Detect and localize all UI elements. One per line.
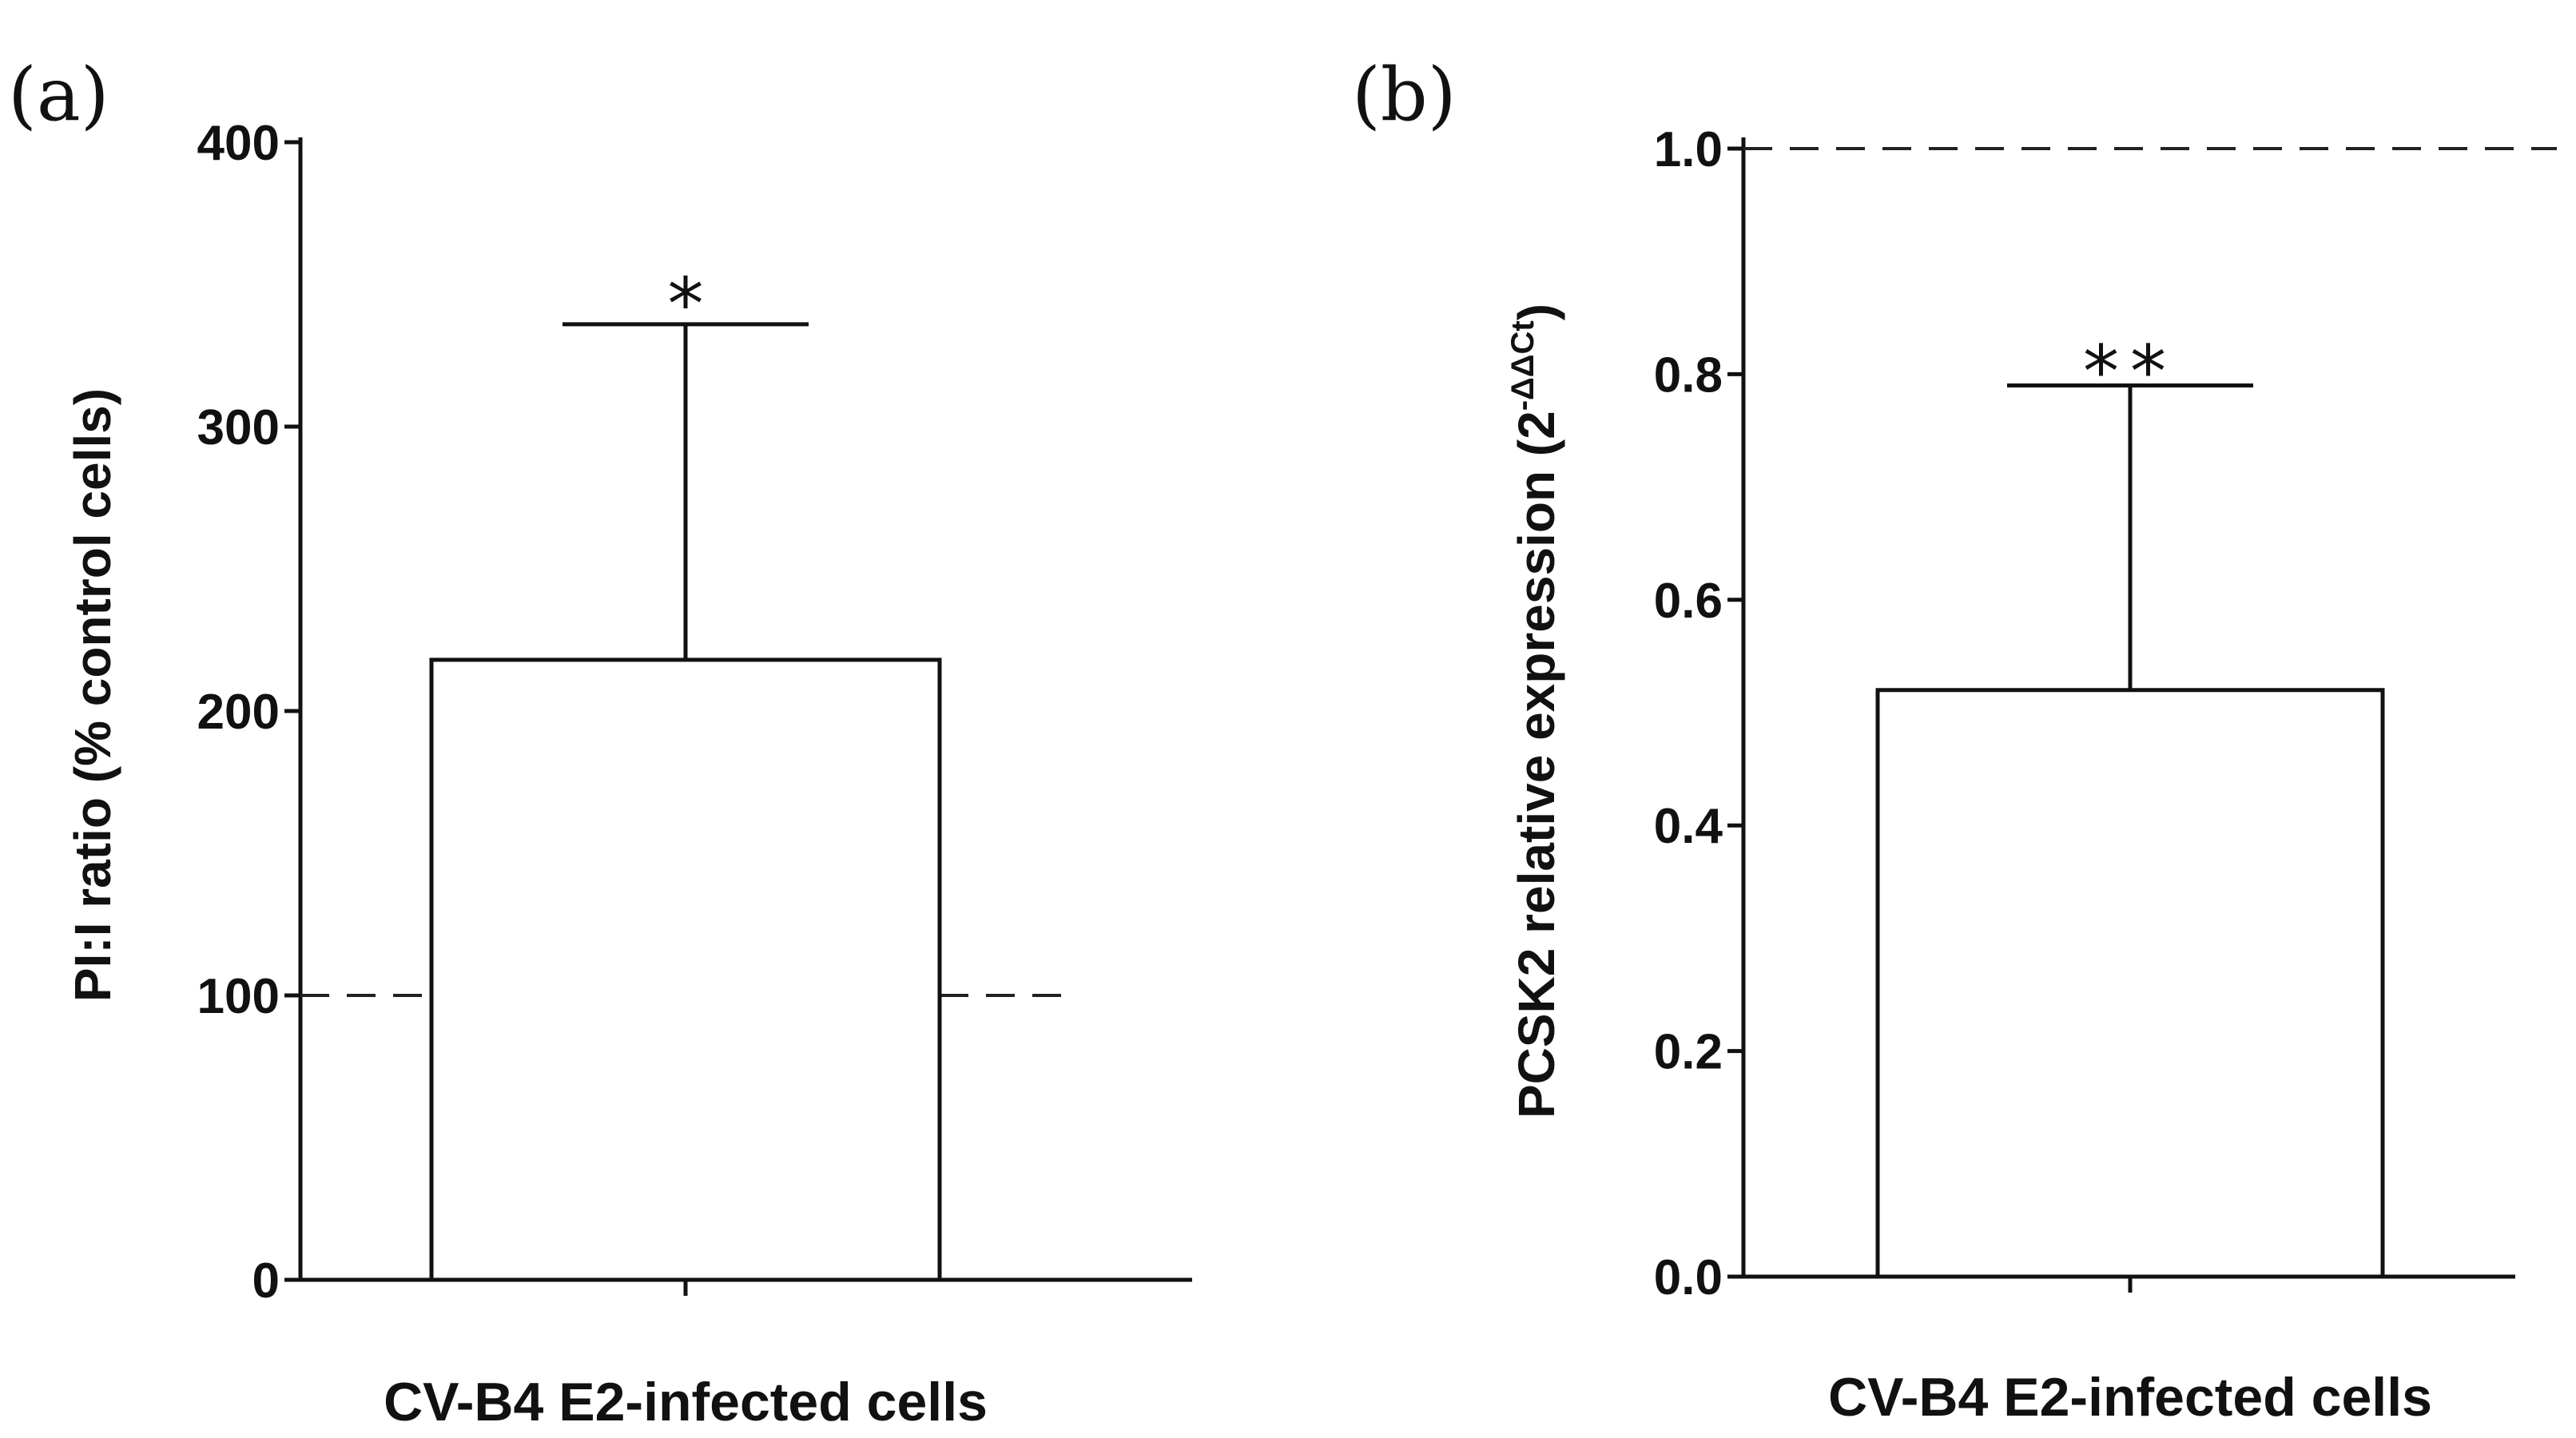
panel-b-y-ticks: 0.0 0.2 0.4 0.6 0.8 1.0: [1654, 122, 1743, 1305]
panel-b-category-label: CV-B4 E2-infected cells: [1828, 1367, 2432, 1428]
panel-a-y-tick-label: 400: [197, 116, 280, 171]
panel-b-y-tick-label: 0.4: [1654, 799, 1723, 854]
panel-b-bar: [1875, 688, 2385, 1279]
panel-a-y-tick-label: 100: [197, 969, 280, 1024]
panel-b-y-tick-label: 0.6: [1654, 574, 1723, 629]
panel-a-y-tick-label: 0: [252, 1253, 280, 1309]
panel-b-y-tick-label: 1.0: [1654, 122, 1723, 177]
panel-b-y-axis-title: PCSK2 relative expression (2-ΔΔCt): [1505, 304, 1565, 1118]
panel-a-significance-marker: *: [668, 263, 704, 347]
panel-a-y-axis-title: PI:I ratio (% control cells): [64, 388, 121, 1002]
panel-b-y-axis-title-close: ): [1508, 304, 1565, 320]
panel-a-letter: (a): [8, 52, 109, 137]
panel-a-y-ticks: 0 100 200 300 400: [197, 116, 300, 1309]
panel-b: (b) PCSK2 relative expression (2-ΔΔCt) 0…: [1352, 52, 2557, 1428]
panel-a-category-label: CV-B4 E2-infected cells: [384, 1372, 988, 1432]
panel-b-y-axis-title-superscript: -ΔΔCt: [1505, 320, 1540, 411]
panel-b-significance-marker: **: [2083, 331, 2177, 415]
panel-b-letter: (b): [1352, 52, 1457, 137]
panel-b-y-tick-label: 0.2: [1654, 1025, 1723, 1080]
panel-b-y-tick-label: 0.0: [1654, 1250, 1723, 1305]
panel-b-y-tick-label: 0.8: [1654, 348, 1723, 403]
panel-b-y-axis-title-main: PCSK2 relative expression (2: [1508, 411, 1565, 1118]
panel-a-y-tick-label: 300: [197, 400, 280, 455]
panel-a-y-tick-label: 200: [197, 685, 280, 740]
panel-a-bar: [429, 657, 942, 1282]
panel-a: (a) PI:I ratio (% control cells) 0 100 200…: [8, 52, 1192, 1432]
